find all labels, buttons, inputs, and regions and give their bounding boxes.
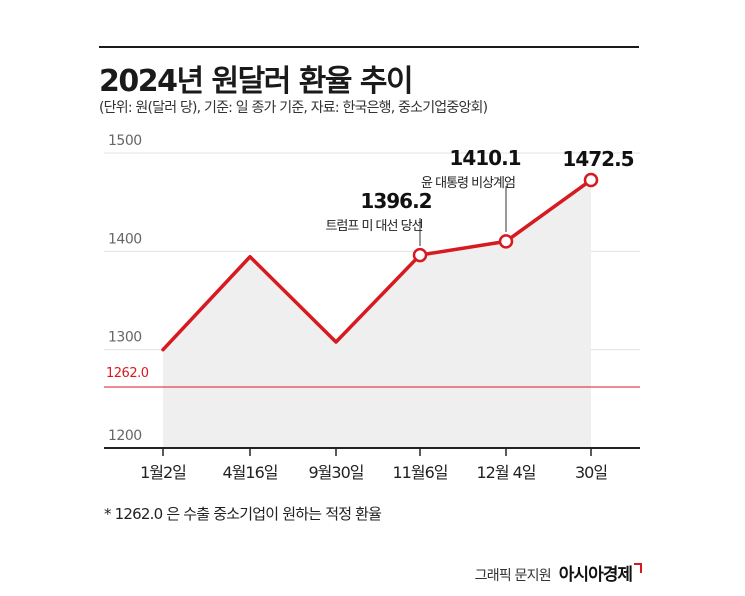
data-label: 1472.5: [562, 147, 633, 171]
y-tick-label: 1300: [108, 330, 142, 346]
brand-logo: 아시아경제: [558, 565, 633, 585]
y-tick-label: 1200: [108, 428, 142, 444]
data-point-marker: [412, 247, 428, 263]
chart-subtitle: (단위: 원(달러 당), 기준: 일 종가 기준, 자료: 한국은행, 중소기…: [99, 100, 488, 116]
brand-mark-icon: [634, 563, 642, 573]
footnote: * 1262.0 은 수출 중소기업이 원하는 적정 환율: [104, 505, 382, 523]
reference-line-label: 1262.0: [106, 366, 149, 381]
credit: 그래픽 문지원 아시아경제: [475, 560, 642, 585]
x-tick-label: 12월 4일: [476, 463, 535, 482]
credit-author: 그래픽 문지원: [474, 568, 552, 584]
annotation-note: 트럼프 미 대선 당선: [325, 219, 422, 234]
annotation-note: 윤 대통령 비상계엄: [421, 176, 515, 191]
x-tick-label: 11월6일: [393, 463, 448, 482]
data-point-marker: [583, 172, 599, 188]
data-label: 1396.2: [360, 189, 431, 213]
y-tick-label: 1500: [108, 133, 142, 149]
data-point-marker: [498, 234, 514, 249]
series-line: [161, 178, 593, 352]
chart-title: 2024년 원달러 환율 추이: [99, 64, 414, 99]
data-label: 1410.1: [449, 146, 520, 170]
y-tick-label: 1400: [108, 231, 142, 247]
top-rule: [99, 46, 639, 48]
x-tick-label: 30일: [575, 463, 607, 482]
area-fill: [163, 180, 591, 448]
x-tick-label: 1월2일: [140, 463, 186, 482]
x-tick-label: 4월16일: [223, 463, 278, 482]
x-tick-label: 9월30일: [309, 463, 364, 482]
